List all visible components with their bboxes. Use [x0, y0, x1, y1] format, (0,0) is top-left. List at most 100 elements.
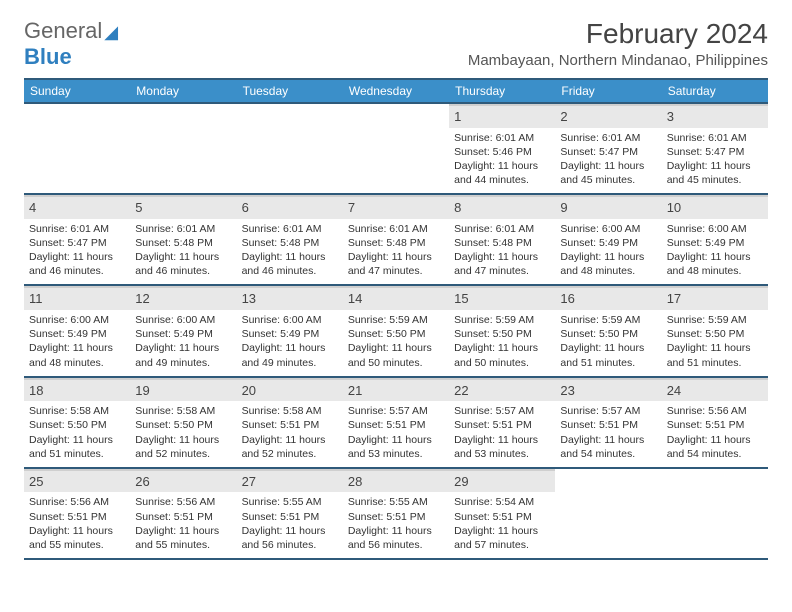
brand-triangle-icon: ◢: [104, 22, 118, 42]
calendar-day-empty: .: [237, 104, 343, 193]
calendar-week: 18Sunrise: 5:58 AM Sunset: 5:50 PM Dayli…: [24, 378, 768, 469]
calendar-day-empty: .: [662, 469, 768, 558]
day-details: Sunrise: 6:00 AM Sunset: 5:49 PM Dayligh…: [242, 313, 338, 370]
calendar-day: 11 Sunrise: 6:00 AM Sunset: 5:49 PM Dayli…: [24, 286, 130, 375]
day-details: Sunrise: 6:01 AM Sunset: 5:47 PM Dayligh…: [29, 222, 125, 279]
day-details: Sunrise: 6:01 AM Sunset: 5:47 PM Dayligh…: [560, 131, 656, 188]
calendar-week: ....1Sunrise: 6:01 AM Sunset: 5:46 PM Da…: [24, 104, 768, 195]
day-number: 1: [449, 104, 555, 128]
day-number: 25: [24, 469, 130, 493]
day-number: 27: [237, 469, 343, 493]
day-details: Sunrise: 6:00 AM Sunset: 5:49 PM Dayligh…: [135, 313, 231, 370]
day-number: 6: [237, 195, 343, 219]
day-number: 12: [130, 286, 236, 310]
calendar-day: 9 Sunrise: 6:00 AM Sunset: 5:49 PM Daylig…: [555, 195, 661, 284]
calendar-day: 28Sunrise: 5:55 AM Sunset: 5:51 PM Dayli…: [343, 469, 449, 558]
day-number: 11: [24, 286, 130, 310]
month-title: February 2024: [468, 18, 768, 50]
title-block: February 2024 Mambayaan, Northern Mindan…: [468, 18, 768, 69]
day-details: Sunrise: 5:56 AM Sunset: 5:51 PM Dayligh…: [667, 404, 763, 461]
weekday-header: Monday: [130, 80, 236, 102]
day-number: 5: [130, 195, 236, 219]
day-details: Sunrise: 6:01 AM Sunset: 5:48 PM Dayligh…: [242, 222, 338, 279]
day-details: Sunrise: 5:58 AM Sunset: 5:51 PM Dayligh…: [242, 404, 338, 461]
calendar-day: 15Sunrise: 5:59 AM Sunset: 5:50 PM Dayli…: [449, 286, 555, 375]
day-details: Sunrise: 6:01 AM Sunset: 5:48 PM Dayligh…: [348, 222, 444, 279]
calendar-day: 25Sunrise: 5:56 AM Sunset: 5:51 PM Dayli…: [24, 469, 130, 558]
day-number: 16: [555, 286, 661, 310]
day-details: Sunrise: 5:56 AM Sunset: 5:51 PM Dayligh…: [29, 495, 125, 552]
weekday-header: Friday: [555, 80, 661, 102]
day-details: Sunrise: 5:56 AM Sunset: 5:51 PM Dayligh…: [135, 495, 231, 552]
day-number: 15: [449, 286, 555, 310]
page-header: General◢ Blue February 2024 Mambayaan, N…: [24, 18, 768, 70]
day-number: 3: [662, 104, 768, 128]
day-details: Sunrise: 6:01 AM Sunset: 5:48 PM Dayligh…: [135, 222, 231, 279]
weekday-header: Saturday: [662, 80, 768, 102]
weekday-header: Tuesday: [237, 80, 343, 102]
brand-logo: General◢ Blue: [24, 18, 118, 70]
day-details: Sunrise: 5:58 AM Sunset: 5:50 PM Dayligh…: [29, 404, 125, 461]
calendar-day: 24Sunrise: 5:56 AM Sunset: 5:51 PM Dayli…: [662, 378, 768, 467]
weekday-header: Wednesday: [343, 80, 449, 102]
calendar-body: .... 1 Sunrise: 6:01 AM Sunset: 5:46 PM Da…: [24, 104, 768, 560]
day-details: Sunrise: 5:55 AM Sunset: 5:51 PM Dayligh…: [348, 495, 444, 552]
calendar-day: 2 Sunrise: 6:01 AM Sunset: 5:47 PM Daylig…: [555, 104, 661, 193]
day-number: 20: [237, 378, 343, 402]
calendar-day-empty: .: [24, 104, 130, 193]
calendar-day: 12 Sunrise: 6:00 AM Sunset: 5:49 PM Dayli…: [130, 286, 236, 375]
day-number: 24: [662, 378, 768, 402]
day-details: Sunrise: 5:59 AM Sunset: 5:50 PM Dayligh…: [560, 313, 656, 370]
day-details: Sunrise: 6:01 AM Sunset: 5:47 PM Dayligh…: [667, 131, 763, 188]
calendar-day: 5 Sunrise: 6:01 AM Sunset: 5:48 PM Daylig…: [130, 195, 236, 284]
calendar-day-empty: .: [130, 104, 236, 193]
weekday-header: Sunday: [24, 80, 130, 102]
weekday-header: Thursday: [449, 80, 555, 102]
day-details: Sunrise: 6:01 AM Sunset: 5:48 PM Dayligh…: [454, 222, 550, 279]
day-details: Sunrise: 5:54 AM Sunset: 5:51 PM Dayligh…: [454, 495, 550, 552]
day-number: 18: [24, 378, 130, 402]
calendar-day: 27Sunrise: 5:55 AM Sunset: 5:51 PM Dayli…: [237, 469, 343, 558]
day-details: Sunrise: 5:59 AM Sunset: 5:50 PM Dayligh…: [348, 313, 444, 370]
brand-line1: General: [24, 18, 102, 43]
calendar-day: 18Sunrise: 5:58 AM Sunset: 5:50 PM Dayli…: [24, 378, 130, 467]
calendar-week: 4 Sunrise: 6:01 AM Sunset: 5:47 PM Daylig…: [24, 195, 768, 286]
day-number: 26: [130, 469, 236, 493]
calendar-week: 11Sunrise: 6:00 AM Sunset: 5:49 PM Dayli…: [24, 286, 768, 377]
calendar-day-empty: .: [555, 469, 661, 558]
calendar-day: 16 Sunrise: 5:59 AM Sunset: 5:50 PM Dayli…: [555, 286, 661, 375]
calendar-day: 26Sunrise: 5:56 AM Sunset: 5:51 PM Dayli…: [130, 469, 236, 558]
day-number: 7: [343, 195, 449, 219]
day-number: 28: [343, 469, 449, 493]
day-details: Sunrise: 5:57 AM Sunset: 5:51 PM Dayligh…: [560, 404, 656, 461]
day-details: Sunrise: 5:57 AM Sunset: 5:51 PM Dayligh…: [454, 404, 550, 461]
calendar-day: 3 Sunrise: 6:01 AM Sunset: 5:47 PM Daylig…: [662, 104, 768, 193]
day-number: 8: [449, 195, 555, 219]
day-number: 23: [555, 378, 661, 402]
day-number: 4: [24, 195, 130, 219]
calendar-day: 10Sunrise: 6:00 AM Sunset: 5:49 PM Dayli…: [662, 195, 768, 284]
day-details: Sunrise: 6:00 AM Sunset: 5:49 PM Dayligh…: [29, 313, 125, 370]
calendar-day: 8 Sunrise: 6:01 AM Sunset: 5:48 PM Daylig…: [449, 195, 555, 284]
day-details: Sunrise: 6:00 AM Sunset: 5:49 PM Dayligh…: [667, 222, 763, 279]
day-number: 22: [449, 378, 555, 402]
calendar-day: 13 Sunrise: 6:00 AM Sunset: 5:49 PM Dayli…: [237, 286, 343, 375]
day-details: Sunrise: 6:00 AM Sunset: 5:49 PM Dayligh…: [560, 222, 656, 279]
day-number: 9: [555, 195, 661, 219]
calendar-day: 29Sunrise: 5:54 AM Sunset: 5:51 PM Dayli…: [449, 469, 555, 558]
calendar-day: 4 Sunrise: 6:01 AM Sunset: 5:47 PM Daylig…: [24, 195, 130, 284]
calendar-day: 6 Sunrise: 6:01 AM Sunset: 5:48 PM Daylig…: [237, 195, 343, 284]
day-details: Sunrise: 5:55 AM Sunset: 5:51 PM Dayligh…: [242, 495, 338, 552]
day-number: 19: [130, 378, 236, 402]
day-details: Sunrise: 5:59 AM Sunset: 5:50 PM Dayligh…: [667, 313, 763, 370]
day-number: 2: [555, 104, 661, 128]
location-subtitle: Mambayaan, Northern Mindanao, Philippine…: [468, 52, 768, 69]
day-details: Sunrise: 5:57 AM Sunset: 5:51 PM Dayligh…: [348, 404, 444, 461]
calendar-day: 23Sunrise: 5:57 AM Sunset: 5:51 PM Dayli…: [555, 378, 661, 467]
calendar-day: 22Sunrise: 5:57 AM Sunset: 5:51 PM Dayli…: [449, 378, 555, 467]
day-number: 13: [237, 286, 343, 310]
calendar-week: 25Sunrise: 5:56 AM Sunset: 5:51 PM Dayli…: [24, 469, 768, 560]
day-details: Sunrise: 6:01 AM Sunset: 5:46 PM Dayligh…: [454, 131, 550, 188]
day-number: 17: [662, 286, 768, 310]
brand-line2: Blue: [24, 44, 72, 69]
